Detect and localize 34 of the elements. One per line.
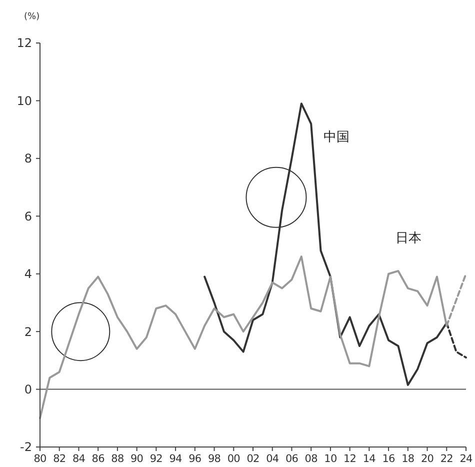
y-tick-label: 10 <box>16 94 32 108</box>
y-tick-label: -2 <box>20 440 32 454</box>
x-tick-label: 08 <box>304 453 318 465</box>
x-tick-label: 12 <box>344 453 356 465</box>
y-tick-label: 6 <box>24 209 32 224</box>
x-tick-label: 04 <box>266 453 280 465</box>
x-tick-label: 14 <box>362 453 376 465</box>
x-tick-label: 16 <box>382 453 396 465</box>
x-tick-label: 82 <box>53 453 66 465</box>
x-tick-label: 24 <box>460 453 473 465</box>
x-tick-label: 02 <box>246 453 260 465</box>
y-tick-label: 12 <box>16 36 32 50</box>
x-tick-label: 80 <box>34 453 46 465</box>
y-tick-label: 8 <box>24 152 32 166</box>
y-tick-label: 0 <box>24 382 32 396</box>
x-tick-label: 84 <box>72 453 86 465</box>
x-tick-label: 88 <box>111 453 124 465</box>
x-tick-label: 20 <box>420 453 434 465</box>
x-tick-label: 00 <box>227 453 240 465</box>
y-tick-label: 2 <box>24 324 32 339</box>
x-tick-label: 96 <box>188 453 202 465</box>
x-tick-label: 92 <box>150 453 162 465</box>
x-tick-label: 90 <box>130 453 144 465</box>
series-label: 日本 <box>395 231 422 246</box>
x-tick-label: 18 <box>402 453 414 465</box>
series-label: 中国 <box>324 130 350 146</box>
x-tick-label: 86 <box>92 453 106 465</box>
x-tick-label: 94 <box>169 453 183 465</box>
x-tick-label: 98 <box>208 453 221 465</box>
x-tick-label: 06 <box>285 453 299 465</box>
x-tick-label: 22 <box>440 453 453 465</box>
y-axis-title: (%) <box>24 12 40 22</box>
x-tick-label: 10 <box>324 453 337 465</box>
y-tick-label: 4 <box>24 267 32 282</box>
